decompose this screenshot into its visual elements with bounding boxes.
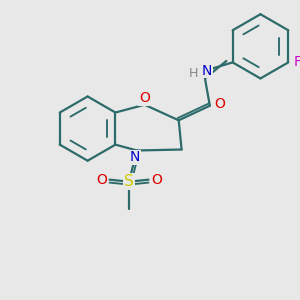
Text: F: F (294, 56, 300, 69)
Text: N: N (130, 150, 140, 164)
Text: O: O (214, 97, 225, 111)
Text: O: O (151, 173, 162, 187)
Text: O: O (96, 173, 107, 187)
Text: O: O (139, 91, 150, 105)
Text: N: N (202, 64, 212, 78)
Text: H: H (189, 67, 198, 80)
Text: S: S (124, 174, 134, 189)
